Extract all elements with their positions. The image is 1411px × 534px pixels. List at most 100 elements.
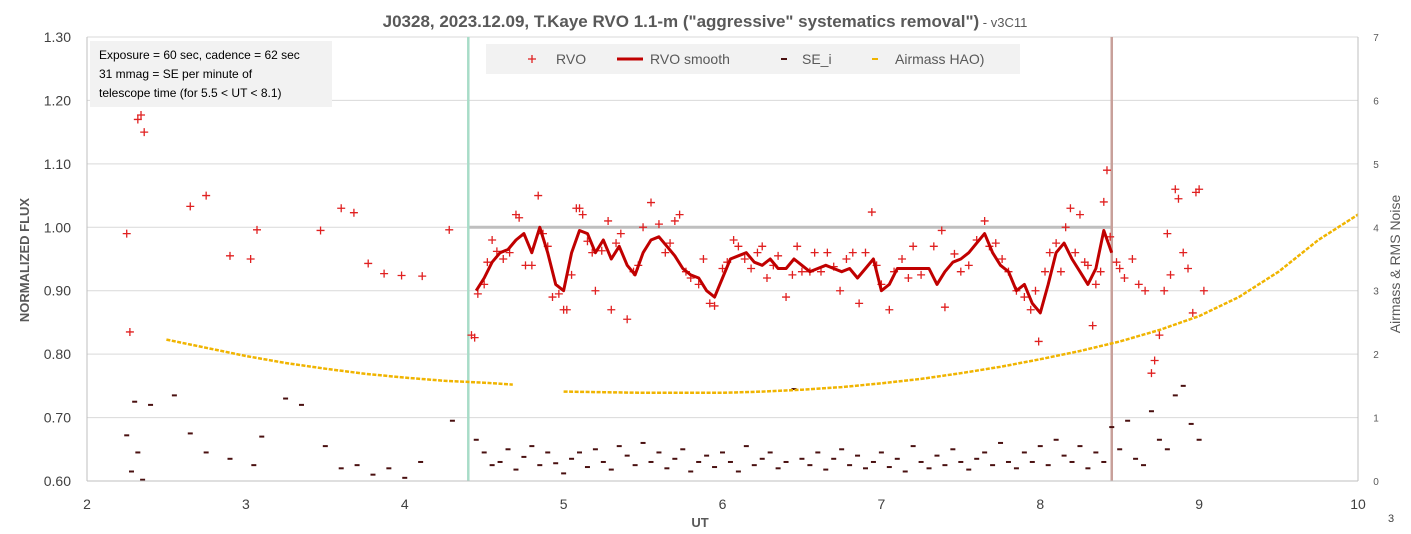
rvo-point [575,204,584,213]
rvo-point [1020,293,1029,302]
rvo-point [1155,331,1164,340]
y-tick-label: 0.90 [44,283,71,299]
rvo-point [758,242,767,251]
rvo-point [647,198,656,207]
rvo-point [699,255,708,263]
page-number: 3 [1388,513,1394,525]
data-marks [122,111,1359,481]
y-tick-label: 1.30 [44,29,71,45]
rvo-point [567,270,576,279]
rvo-point [578,210,587,219]
y2-tick-label: 1 [1373,414,1379,425]
rvo-point [956,267,965,276]
rvo-point [445,225,454,234]
rvo-point [1160,286,1169,295]
note-box-background [90,41,332,107]
x-tick-label: 9 [1195,496,1203,512]
rvo-point [904,274,913,283]
legend-label: RVO [556,51,586,67]
rvo-point [1052,239,1061,248]
rvo-point [661,248,670,257]
rvo-point [1188,308,1197,317]
note-line-1: Exposure = 60 sec, cadence = 62 sec [99,48,300,62]
rvo-point [246,255,255,263]
y2-tick-label: 5 [1373,160,1379,171]
rvo-point [898,255,907,263]
rvo-point [1075,210,1084,219]
chart-title-main: J0328, 2023.12.09, T.Kaye RVO 1.1-m ("ag… [383,12,980,31]
rvo-point [1184,264,1192,273]
x-tick-label: 8 [1036,496,1044,512]
rvo-point [861,248,870,257]
rvo-point [316,226,325,235]
rvo-point [473,289,482,298]
rvo-point [202,191,211,200]
rvo-point [499,255,508,263]
rvo-point [1147,369,1156,378]
rvo-point [349,208,358,217]
rvo-point [505,248,514,257]
airmass-curve [563,213,1359,395]
rvo-point [980,216,989,225]
legend-label: SE_i [802,51,832,67]
y-tick-label: 0.70 [44,410,71,426]
rvo-point [782,293,791,302]
legend: RVO RVO smooth SE_i Airmass HAO) [486,44,1020,74]
rvo-point [823,248,832,257]
rvo-point [562,305,571,314]
y2-tick-label: 4 [1373,223,1379,234]
rvo-point [1096,267,1105,276]
rvo-point [1134,280,1143,289]
grid [87,36,1358,419]
y2-axis-title: Airmass & RMS Noise [1387,195,1403,334]
rvo-point [909,242,918,251]
x-tick-label: 10 [1350,496,1366,512]
y2-tick-label: 7 [1373,33,1379,44]
rvo-point [548,293,557,302]
rvo-point [470,333,479,342]
rvo-point [929,242,938,251]
x-tick-label: 2 [83,496,91,512]
rvo-point [1056,267,1065,276]
legend-background [486,44,1020,74]
chart-subtitle: - v3C11 [979,15,1027,30]
rvo-point [1102,166,1111,175]
y-tick-label: 0.60 [44,473,71,489]
rvo-point [1091,280,1100,289]
x-tick-label: 3 [242,496,250,512]
note-box: Exposure = 60 sec, cadence = 62 sec 31 m… [90,41,332,107]
rvo-point [397,271,406,280]
rvo-point [604,216,613,225]
rvo-point [705,299,714,308]
rvo-point [597,246,606,255]
rvo-point [998,255,1007,263]
rvo-point [1026,305,1035,314]
chart-title: J0328, 2023.12.09, T.Kaye RVO 1.1-m ("ag… [383,12,1028,31]
x-tick-label: 7 [877,496,885,512]
rvo-point [1171,185,1180,194]
rvo-point [1061,223,1070,232]
rvo-point [639,223,648,232]
rvo-point [337,204,346,213]
y-tick-label: 1.00 [44,219,71,235]
y2-tick-label: 6 [1373,96,1379,107]
rvo-point [1115,264,1124,273]
reference-lines [467,37,1113,481]
rvo-point [964,261,973,270]
rvo-point [488,235,497,244]
rvo-point [753,248,762,257]
rvo-point [991,239,1000,248]
rvo-point [734,242,743,251]
rvo-point [950,249,959,258]
rvo-point [122,229,131,238]
rvo-point [534,191,543,200]
x-tick-label: 5 [560,496,568,512]
rvo-point [623,315,632,324]
legend-marker-rvo [528,55,536,63]
rvo-point [252,225,261,234]
rvo-point [186,202,195,211]
rvo-point [1174,194,1183,203]
rvo-point [836,286,845,295]
rvo-point [1120,274,1129,283]
